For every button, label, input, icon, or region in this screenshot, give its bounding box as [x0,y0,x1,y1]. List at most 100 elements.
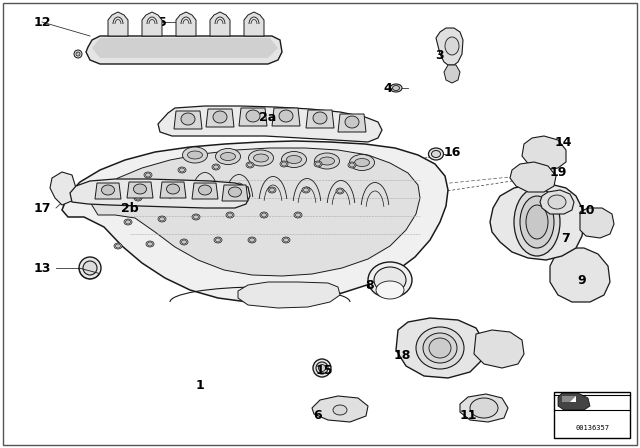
Ellipse shape [198,185,211,195]
Ellipse shape [76,52,80,56]
Text: 11: 11 [460,409,477,422]
Ellipse shape [180,239,188,245]
Polygon shape [580,208,614,238]
Polygon shape [312,396,368,422]
Ellipse shape [429,148,444,160]
Polygon shape [562,396,576,402]
Ellipse shape [284,238,289,242]
Polygon shape [108,12,128,36]
Polygon shape [50,172,76,205]
Ellipse shape [147,242,152,246]
Ellipse shape [423,333,457,363]
Ellipse shape [125,220,131,224]
Ellipse shape [234,188,242,194]
Ellipse shape [214,237,222,243]
Polygon shape [306,110,334,128]
Ellipse shape [345,116,359,128]
Ellipse shape [144,172,152,178]
Ellipse shape [303,188,308,192]
Ellipse shape [376,281,404,299]
Ellipse shape [200,190,208,196]
Text: 13: 13 [33,262,51,275]
Text: 14: 14 [554,135,572,148]
Polygon shape [160,182,186,198]
Text: 6: 6 [314,409,323,422]
Ellipse shape [248,163,253,167]
Ellipse shape [431,151,440,158]
Ellipse shape [74,50,82,58]
Polygon shape [540,190,574,214]
Polygon shape [474,330,524,368]
Ellipse shape [228,187,241,197]
Text: 16: 16 [444,146,461,159]
Ellipse shape [302,187,310,193]
Ellipse shape [416,327,464,369]
Polygon shape [222,185,248,201]
Ellipse shape [236,189,241,193]
Ellipse shape [470,398,498,418]
Polygon shape [522,136,566,170]
Ellipse shape [445,37,459,55]
Ellipse shape [368,262,412,298]
Polygon shape [396,318,484,378]
Ellipse shape [114,243,122,249]
Text: 10: 10 [577,203,595,216]
Polygon shape [272,108,300,126]
Ellipse shape [168,193,173,197]
Ellipse shape [193,215,198,219]
Text: 2a: 2a [259,111,276,124]
Ellipse shape [188,151,202,159]
Ellipse shape [124,219,132,225]
Polygon shape [490,184,584,260]
Text: 8: 8 [365,279,374,292]
Text: 19: 19 [549,165,566,178]
Ellipse shape [392,86,399,90]
Polygon shape [238,282,340,308]
Ellipse shape [390,84,402,92]
Ellipse shape [260,212,268,218]
Ellipse shape [214,165,218,169]
Polygon shape [239,108,267,126]
Ellipse shape [181,113,195,125]
Ellipse shape [202,191,207,195]
Ellipse shape [250,238,255,242]
Ellipse shape [246,162,254,168]
Ellipse shape [102,185,115,195]
Bar [554,392,630,438]
Ellipse shape [262,213,266,217]
Ellipse shape [374,267,406,293]
Polygon shape [176,12,196,36]
Ellipse shape [179,168,184,172]
Ellipse shape [192,214,200,220]
Polygon shape [95,183,121,199]
Text: 7: 7 [561,232,570,245]
Ellipse shape [336,188,344,194]
Polygon shape [562,396,576,402]
Text: 9: 9 [578,273,586,287]
Polygon shape [127,182,153,198]
Ellipse shape [282,237,290,243]
Ellipse shape [349,155,374,171]
Text: 4: 4 [383,82,392,95]
Ellipse shape [349,163,355,167]
Ellipse shape [221,152,236,160]
Polygon shape [338,114,366,132]
Ellipse shape [319,365,326,371]
Ellipse shape [429,338,451,358]
Polygon shape [206,109,234,127]
Ellipse shape [268,187,276,193]
Polygon shape [244,12,264,36]
Polygon shape [558,393,590,410]
Text: 2b: 2b [121,202,139,215]
Text: 00136357: 00136357 [575,425,609,431]
Polygon shape [550,248,610,302]
Ellipse shape [526,205,548,239]
Ellipse shape [520,196,554,248]
Ellipse shape [313,112,327,124]
Ellipse shape [282,162,287,166]
Polygon shape [460,394,508,422]
Ellipse shape [159,217,164,221]
Polygon shape [158,106,382,142]
Ellipse shape [79,257,101,279]
Text: 17: 17 [33,202,51,215]
